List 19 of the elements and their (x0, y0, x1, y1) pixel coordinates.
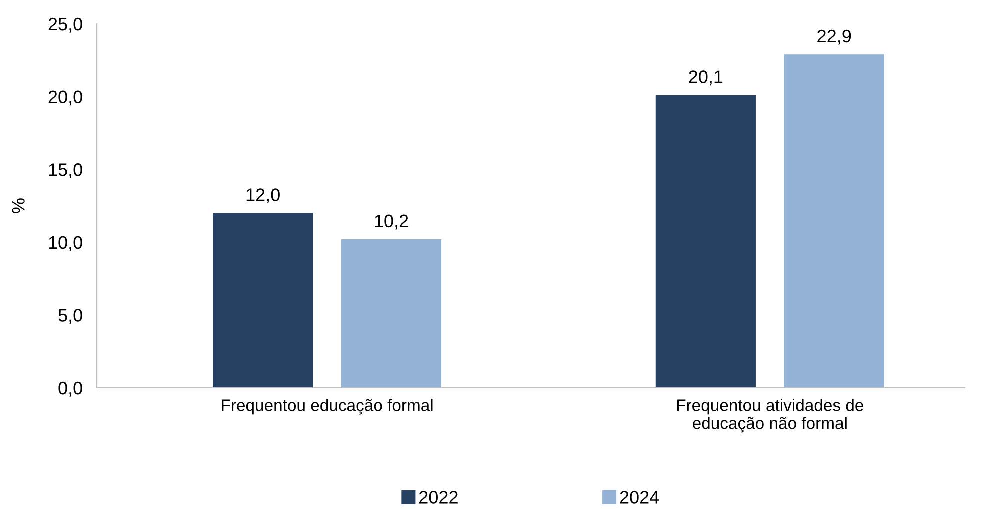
bar (341, 239, 442, 388)
data-label: 12,0 (246, 188, 280, 204)
x-tick-label: Frequentou educação formal (222, 399, 433, 415)
legend-label: 2022 (420, 491, 458, 504)
data-label: 10,2 (375, 214, 408, 230)
y-tick-label: 5,0 (58, 309, 82, 324)
bar (784, 54, 884, 388)
data-label: 20,1 (689, 70, 723, 86)
y-tick-label: 25,0 (48, 18, 82, 33)
bar (656, 95, 756, 388)
data-label: 22,9 (818, 30, 852, 45)
bar (213, 213, 314, 388)
y-tick-label: 10,0 (49, 236, 82, 252)
x-tick-label: Frequentou atividades de educação não formal (677, 399, 864, 433)
y-tick-label: 0,0 (58, 382, 82, 397)
legend-label: 2024 (620, 491, 660, 504)
y-tick-label: 20,0 (48, 90, 82, 106)
y-axis-title: % (12, 198, 25, 214)
y-tick-label: 15,0 (49, 164, 82, 178)
